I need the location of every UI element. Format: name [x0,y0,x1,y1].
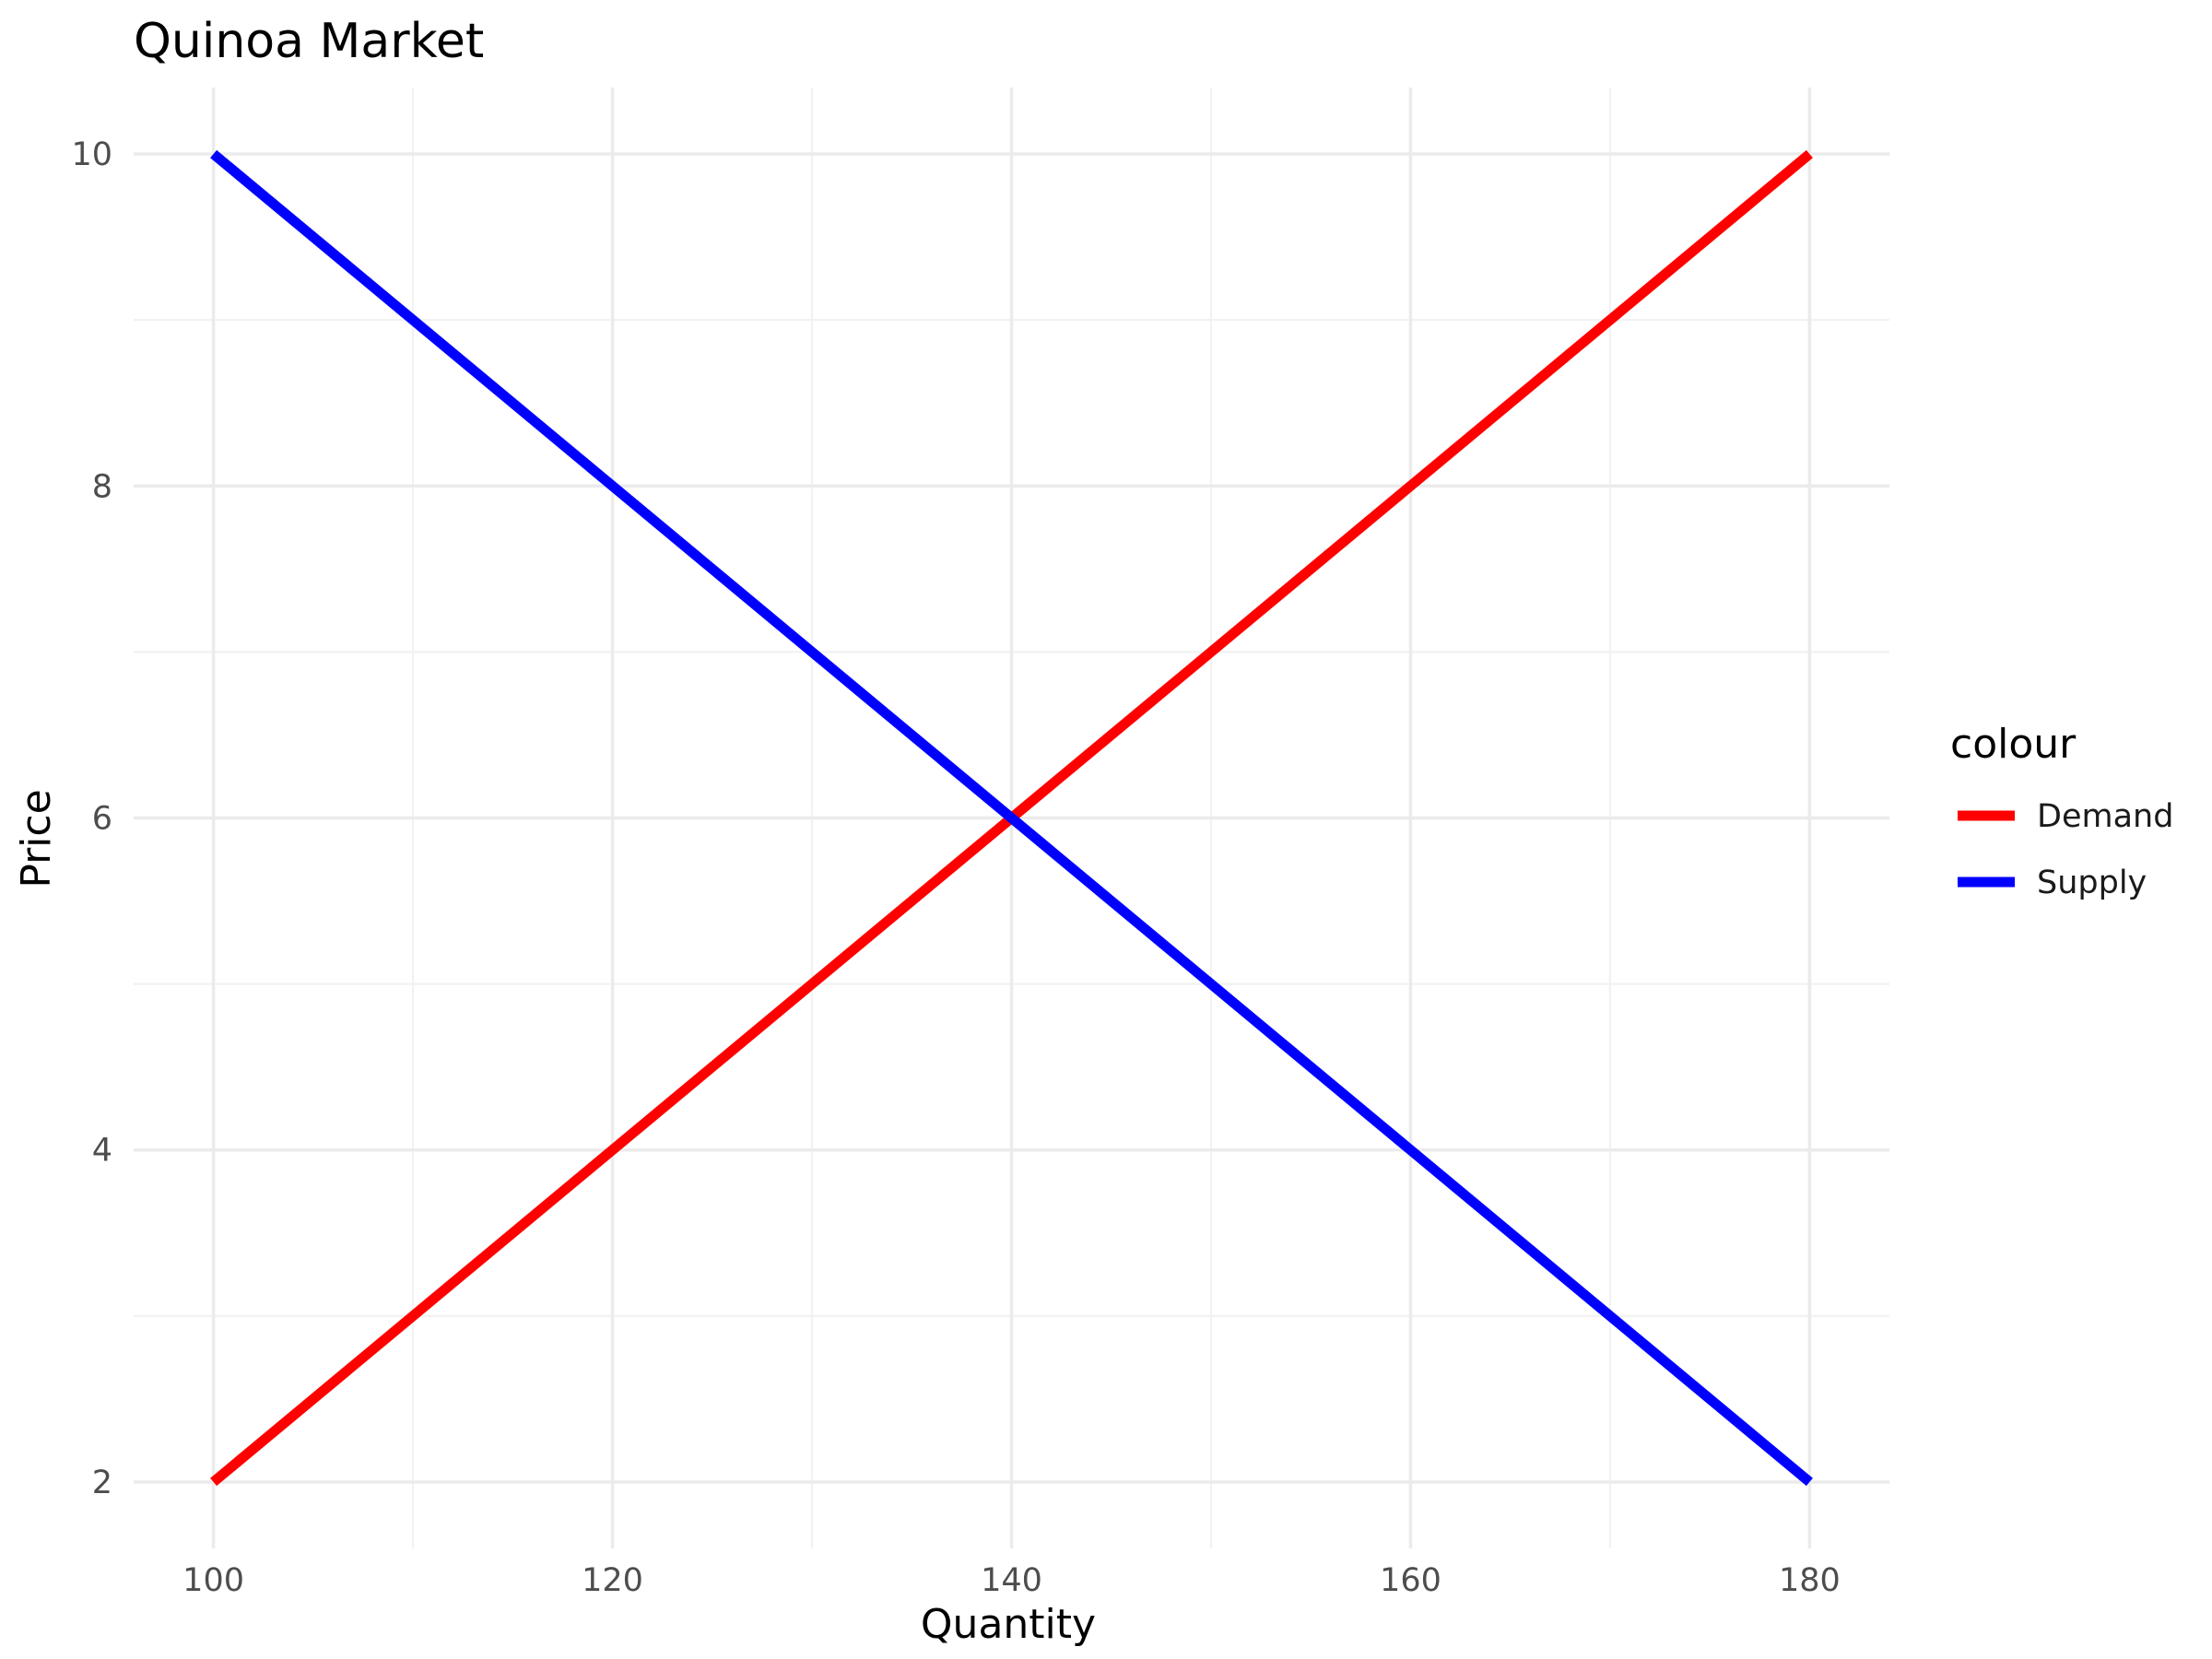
chart-title: Quinoa Market [134,14,484,69]
x-tick-label: 120 [582,1562,643,1599]
legend-title: colour [1950,721,2077,768]
y-tick-label: 6 [92,801,112,838]
x-axis-ticks: 100 120 140 160 180 [182,1562,1841,1599]
legend-label: Demand [2037,798,2173,835]
x-tick-label: 140 [981,1562,1042,1599]
legend-items: Demand Supply [1958,798,2173,901]
y-axis-ticks: 2 4 6 8 10 [71,136,112,1501]
x-tick-label: 180 [1779,1562,1841,1599]
legend-label: Supply [2037,865,2147,901]
legend: colour Demand Supply [1950,721,2173,901]
x-tick-label: 160 [1380,1562,1441,1599]
y-tick-label: 10 [71,136,112,173]
legend-item-demand: Demand [1958,798,2173,835]
y-axis-title: Price [13,789,60,888]
legend-item-supply: Supply [1958,865,2147,901]
y-tick-label: 8 [92,468,112,505]
y-tick-label: 4 [92,1133,112,1170]
x-tick-label: 100 [182,1562,244,1599]
series-line-supply [210,149,1813,1487]
series-layer [210,149,1813,1487]
x-axis-title: Quantity [921,1601,1096,1648]
y-tick-label: 2 [92,1465,112,1501]
